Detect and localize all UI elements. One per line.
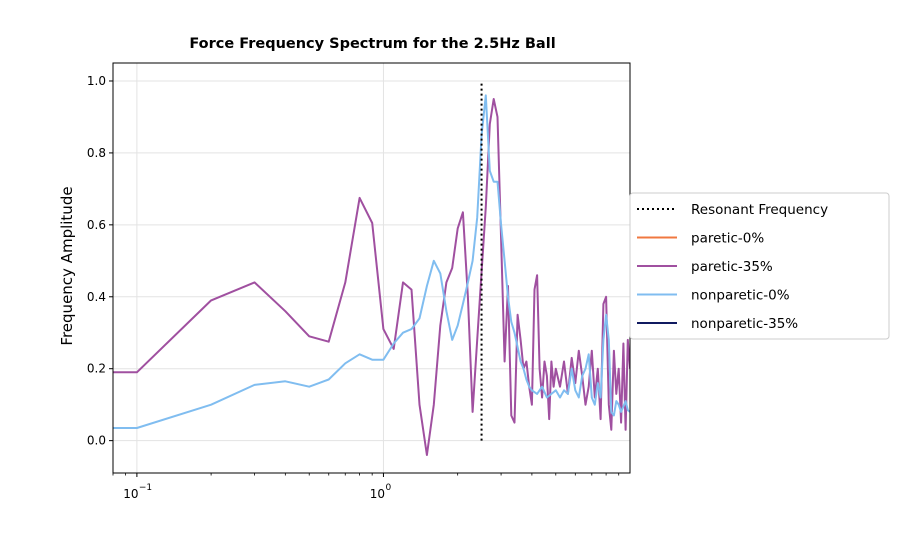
legend-box — [629, 192, 890, 340]
y-tick-label: 1.0 — [87, 74, 106, 88]
x-tick-label: 10 — [370, 487, 385, 501]
y-axis-label: Frequency Amplitude — [58, 186, 76, 345]
x-tick-exponent: −1 — [139, 483, 152, 493]
legend-label: nonparetic-0% — [691, 288, 790, 304]
x-tick-label: 10 — [123, 487, 138, 501]
legend: Resonant Frequency paretic-0% paretic-35% n… — [629, 192, 890, 340]
y-tick-label: 0.8 — [87, 146, 106, 160]
grid — [113, 63, 630, 473]
legend-label: Resonant Frequency — [691, 202, 828, 218]
y-tick-label: 0.2 — [87, 362, 106, 376]
legend-label: nonparetic-35% — [691, 316, 798, 332]
chart-title: Force Frequency Spectrum for the 2.5Hz B… — [189, 36, 555, 52]
x-tick-exponent: 0 — [385, 483, 391, 493]
series-line-nonparetic-0pct — [113, 94, 630, 429]
plot-area — [113, 80, 630, 456]
y-tick-label: 0.4 — [87, 290, 106, 304]
y-tick-label: 0.0 — [87, 434, 106, 448]
y-tick-label: 0.6 — [87, 218, 106, 232]
legend-label: paretic-0% — [691, 231, 764, 247]
axis-ticks: 0.00.20.40.60.81.010 −1 10 0 — [87, 74, 620, 501]
legend-label: paretic-35% — [691, 259, 773, 275]
